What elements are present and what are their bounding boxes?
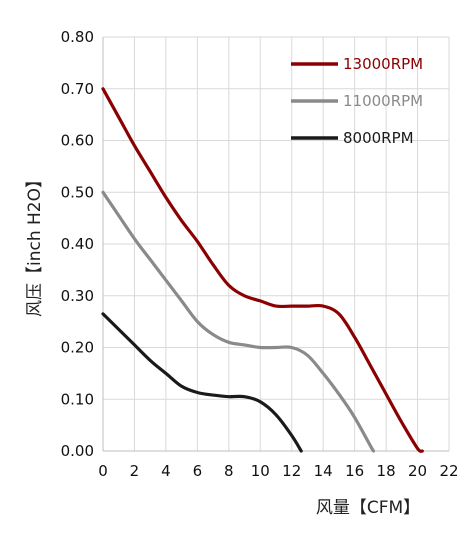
legend: 13000RPM 11000RPM 8000RPM xyxy=(291,55,423,147)
x-tick-label: 18 xyxy=(377,462,396,480)
x-tick-label: 8 xyxy=(224,462,234,480)
series-lines xyxy=(101,87,424,453)
y-tick-label: 0.80 xyxy=(61,28,94,46)
legend-label: 8000RPM xyxy=(343,129,414,147)
x-tick-label: 22 xyxy=(439,462,458,480)
x-tick-label: 16 xyxy=(345,462,364,480)
legend-label: 11000RPM xyxy=(343,92,423,110)
y-tick-label: 0.40 xyxy=(61,235,94,253)
y-tick-labels: 0.00 0.10 0.20 0.30 0.40 0.50 0.60 0.70 0.80 xyxy=(61,28,94,460)
y-tick-label: 0.00 xyxy=(61,442,94,460)
axes xyxy=(102,37,449,452)
y-axis-label: 风压【inch H2O】 xyxy=(25,171,45,317)
x-tick-label: 0 xyxy=(98,462,108,480)
legend-label: 13000RPM xyxy=(343,55,423,73)
x-tick-label: 6 xyxy=(193,462,203,480)
x-tick-label: 4 xyxy=(161,462,171,480)
y-tick-label: 0.30 xyxy=(61,287,94,305)
y-tick-label: 0.10 xyxy=(61,390,94,408)
y-tick-label: 0.20 xyxy=(61,339,94,357)
x-tick-label: 2 xyxy=(130,462,140,480)
x-tick-label: 10 xyxy=(251,462,270,480)
series-line-8000rpm xyxy=(101,312,303,453)
x-tick-labels: 0 2 4 6 8 10 12 14 16 18 20 22 xyxy=(98,462,458,480)
x-axis-label: 风量【CFM】 xyxy=(316,498,420,518)
y-tick-label: 0.50 xyxy=(61,183,94,201)
series-line-11000rpm xyxy=(101,190,376,453)
series-line-13000rpm xyxy=(101,87,424,453)
x-tick-label: 14 xyxy=(314,462,333,480)
x-tick-label: 12 xyxy=(282,462,301,480)
y-tick-label: 0.70 xyxy=(61,80,94,98)
x-tick-label: 20 xyxy=(408,462,427,480)
y-tick-label: 0.60 xyxy=(61,132,94,150)
